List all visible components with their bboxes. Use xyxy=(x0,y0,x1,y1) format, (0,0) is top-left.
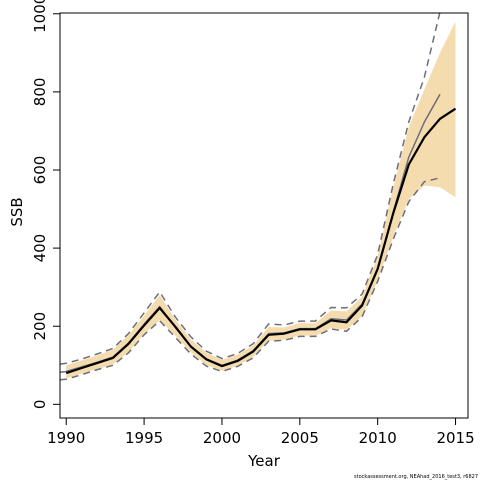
x-tick-label: 2005 xyxy=(281,429,319,447)
y-tick-label: 400 xyxy=(31,234,49,263)
x-tick-label: 2000 xyxy=(203,429,241,447)
axes: 1990 1995 2000 2005 2010 2015 0 200 400 600 800 100… xyxy=(31,0,475,447)
plot-area xyxy=(59,11,457,381)
y-tick-label: 200 xyxy=(31,312,49,341)
plot-frame xyxy=(59,12,469,419)
x-tick-label: 2015 xyxy=(436,429,474,447)
upper-ci-line xyxy=(59,11,441,365)
y-tick-label: 800 xyxy=(31,78,49,107)
y-axis-title: SSB xyxy=(8,197,26,226)
x-axis-title: Year xyxy=(247,452,281,470)
y-tick-label: 600 xyxy=(31,156,49,185)
ssb-estimate-line xyxy=(65,107,457,375)
x-tick-label: 2010 xyxy=(359,429,397,447)
x-tick-label: 1990 xyxy=(47,429,85,447)
x-tick-label: 1995 xyxy=(125,429,163,447)
y-tick-label: 1000 xyxy=(31,0,49,33)
y-tick-label: 0 xyxy=(31,400,49,410)
credit-text: stockassessment.org, NEAhad_2016_test3, … xyxy=(354,474,478,480)
